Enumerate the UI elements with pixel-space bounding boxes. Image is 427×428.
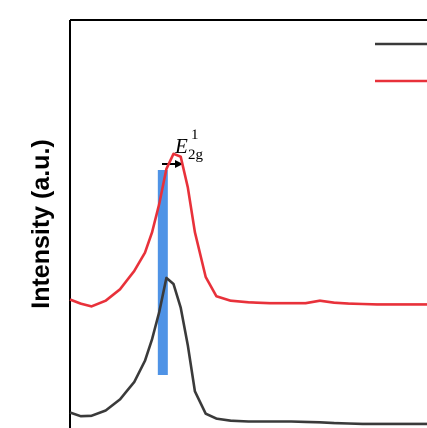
series-layer	[69, 152, 427, 426]
band-layer	[157, 170, 168, 375]
y-axis-label: Intensity (a.u.)	[27, 139, 55, 308]
series-line-2	[69, 276, 427, 426]
legend	[375, 42, 427, 83]
peak-marker-band	[157, 170, 168, 375]
shift-arrow-head	[175, 160, 183, 168]
plot-frame	[69, 19, 427, 428]
peak-annotation: E 2g 1	[162, 127, 204, 168]
series-line-1	[69, 152, 427, 308]
peak-label-sub: 2g	[188, 147, 204, 163]
peak-label-sup: 1	[191, 127, 199, 143]
peak-label-main: E	[174, 134, 188, 158]
